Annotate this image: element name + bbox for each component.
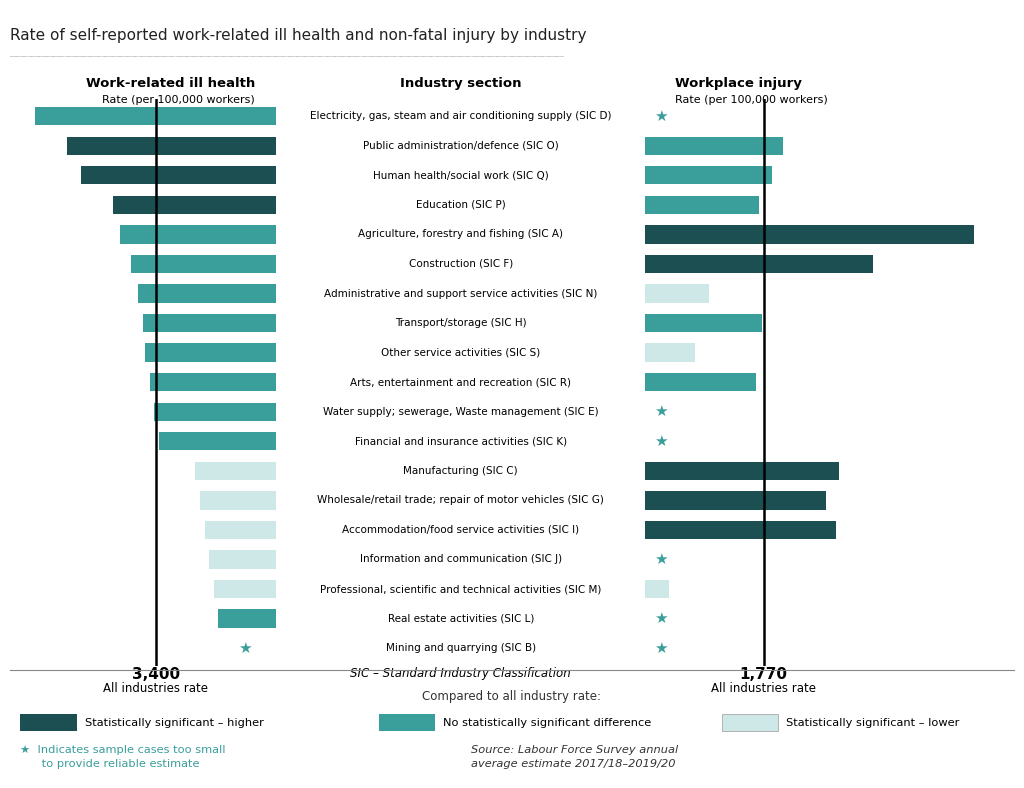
Text: ★: ★ bbox=[654, 433, 668, 449]
Text: Agriculture, forestry and fishing (SIC A): Agriculture, forestry and fishing (SIC A… bbox=[358, 229, 563, 240]
Bar bbox=[645, 195, 759, 214]
Bar bbox=[67, 136, 276, 155]
Bar bbox=[160, 432, 276, 451]
Bar bbox=[200, 491, 276, 510]
Bar bbox=[645, 521, 837, 539]
Text: Other service activities (SIC S): Other service activities (SIC S) bbox=[381, 348, 541, 358]
Text: Human health/social work (SIC Q): Human health/social work (SIC Q) bbox=[373, 170, 549, 180]
Text: ┈┈┈┈┈┈┈┈┈┈┈┈┈┈┈┈┈┈┈┈┈┈┈┈┈┈┈┈┈┈┈┈┈┈┈┈┈┈┈┈┈┈┈┈┈┈┈┈┈┈┈┈┈┈┈┈┈┈┈┈┈┈┈┈┈┈┈┈┈┈┈┈┈┈┈┈┈┈┈┈: ┈┈┈┈┈┈┈┈┈┈┈┈┈┈┈┈┈┈┈┈┈┈┈┈┈┈┈┈┈┈┈┈┈┈┈┈┈┈┈┈… bbox=[10, 51, 565, 60]
Text: ★: ★ bbox=[654, 109, 668, 124]
Text: 1,770: 1,770 bbox=[739, 667, 787, 682]
Bar bbox=[214, 580, 276, 598]
Bar bbox=[645, 580, 669, 598]
Text: Statistically significant – higher: Statistically significant – higher bbox=[85, 718, 264, 727]
Text: Mining and quarrying (SIC B): Mining and quarrying (SIC B) bbox=[386, 643, 536, 653]
Text: Accommodation/food service activities (SIC I): Accommodation/food service activities (S… bbox=[342, 525, 580, 535]
Bar bbox=[209, 550, 276, 569]
Text: ★: ★ bbox=[654, 611, 668, 626]
Bar bbox=[138, 284, 276, 303]
Bar bbox=[131, 255, 276, 273]
Text: ★: ★ bbox=[238, 641, 251, 656]
Text: Rate of self-reported work-related ill health and non-fatal injury by industry: Rate of self-reported work-related ill h… bbox=[10, 28, 587, 43]
Text: Rate (per 100,000 workers): Rate (per 100,000 workers) bbox=[102, 95, 255, 106]
Text: Professional, scientific and technical activities (SIC M): Professional, scientific and technical a… bbox=[321, 584, 601, 594]
Bar bbox=[645, 284, 709, 303]
Text: Electricity, gas, steam and air conditioning supply (SIC D): Electricity, gas, steam and air conditio… bbox=[310, 111, 611, 121]
Text: ★  Indicates sample cases too small
      to provide reliable estimate: ★ Indicates sample cases too small to pr… bbox=[20, 745, 226, 768]
Bar bbox=[645, 166, 772, 184]
Text: SIC – Standard Industry Classification: SIC – Standard Industry Classification bbox=[350, 667, 571, 680]
Text: ★: ★ bbox=[654, 404, 668, 419]
Text: No statistically significant difference: No statistically significant difference bbox=[443, 718, 651, 727]
Bar bbox=[120, 225, 276, 243]
Bar bbox=[645, 491, 826, 510]
Text: Construction (SIC F): Construction (SIC F) bbox=[409, 259, 513, 269]
Bar bbox=[645, 373, 756, 392]
Bar bbox=[114, 195, 276, 214]
Text: ★: ★ bbox=[654, 641, 668, 656]
Bar bbox=[195, 462, 276, 480]
Text: Administrative and support service activities (SIC N): Administrative and support service activ… bbox=[325, 288, 597, 299]
Text: All industries rate: All industries rate bbox=[103, 682, 208, 695]
Text: Statistically significant – lower: Statistically significant – lower bbox=[786, 718, 959, 727]
Text: All industries rate: All industries rate bbox=[712, 682, 816, 695]
Text: Information and communication (SIC J): Information and communication (SIC J) bbox=[359, 555, 562, 564]
Text: Public administration/defence (SIC O): Public administration/defence (SIC O) bbox=[362, 141, 559, 151]
Text: Wholesale/retail trade; repair of motor vehicles (SIC G): Wholesale/retail trade; repair of motor … bbox=[317, 496, 604, 505]
Text: Workplace injury: Workplace injury bbox=[675, 77, 802, 90]
Text: Water supply; sewerage, Waste management (SIC E): Water supply; sewerage, Waste management… bbox=[323, 407, 599, 417]
Text: 3,400: 3,400 bbox=[132, 667, 180, 682]
Text: Source: Labour Force Survey annual
average estimate 2017/18–2019/20: Source: Labour Force Survey annual avera… bbox=[471, 745, 678, 768]
Text: Real estate activities (SIC L): Real estate activities (SIC L) bbox=[388, 614, 534, 623]
Text: Industry section: Industry section bbox=[400, 77, 521, 90]
Bar bbox=[143, 314, 276, 333]
Bar bbox=[645, 462, 840, 480]
Text: Arts, entertainment and recreation (SIC R): Arts, entertainment and recreation (SIC … bbox=[350, 377, 571, 387]
Text: Work-related ill health: Work-related ill health bbox=[86, 77, 255, 90]
Bar bbox=[81, 166, 276, 184]
Bar bbox=[218, 609, 276, 628]
Bar bbox=[645, 225, 974, 243]
Bar bbox=[645, 344, 695, 362]
Bar bbox=[206, 521, 276, 539]
Bar bbox=[154, 403, 276, 421]
Text: ★: ★ bbox=[654, 552, 668, 567]
Text: Transport/storage (SIC H): Transport/storage (SIC H) bbox=[395, 318, 526, 328]
Bar bbox=[151, 373, 276, 392]
Bar bbox=[645, 136, 782, 155]
Bar bbox=[35, 107, 276, 125]
Bar bbox=[645, 255, 873, 273]
Text: Compared to all industry rate:: Compared to all industry rate: bbox=[423, 690, 601, 703]
Text: Financial and insurance activities (SIC K): Financial and insurance activities (SIC … bbox=[354, 437, 567, 446]
Text: Rate (per 100,000 workers): Rate (per 100,000 workers) bbox=[675, 95, 827, 106]
Text: Education (SIC P): Education (SIC P) bbox=[416, 200, 506, 210]
Bar bbox=[645, 314, 763, 333]
Text: Manufacturing (SIC C): Manufacturing (SIC C) bbox=[403, 466, 518, 476]
Bar bbox=[145, 344, 276, 362]
